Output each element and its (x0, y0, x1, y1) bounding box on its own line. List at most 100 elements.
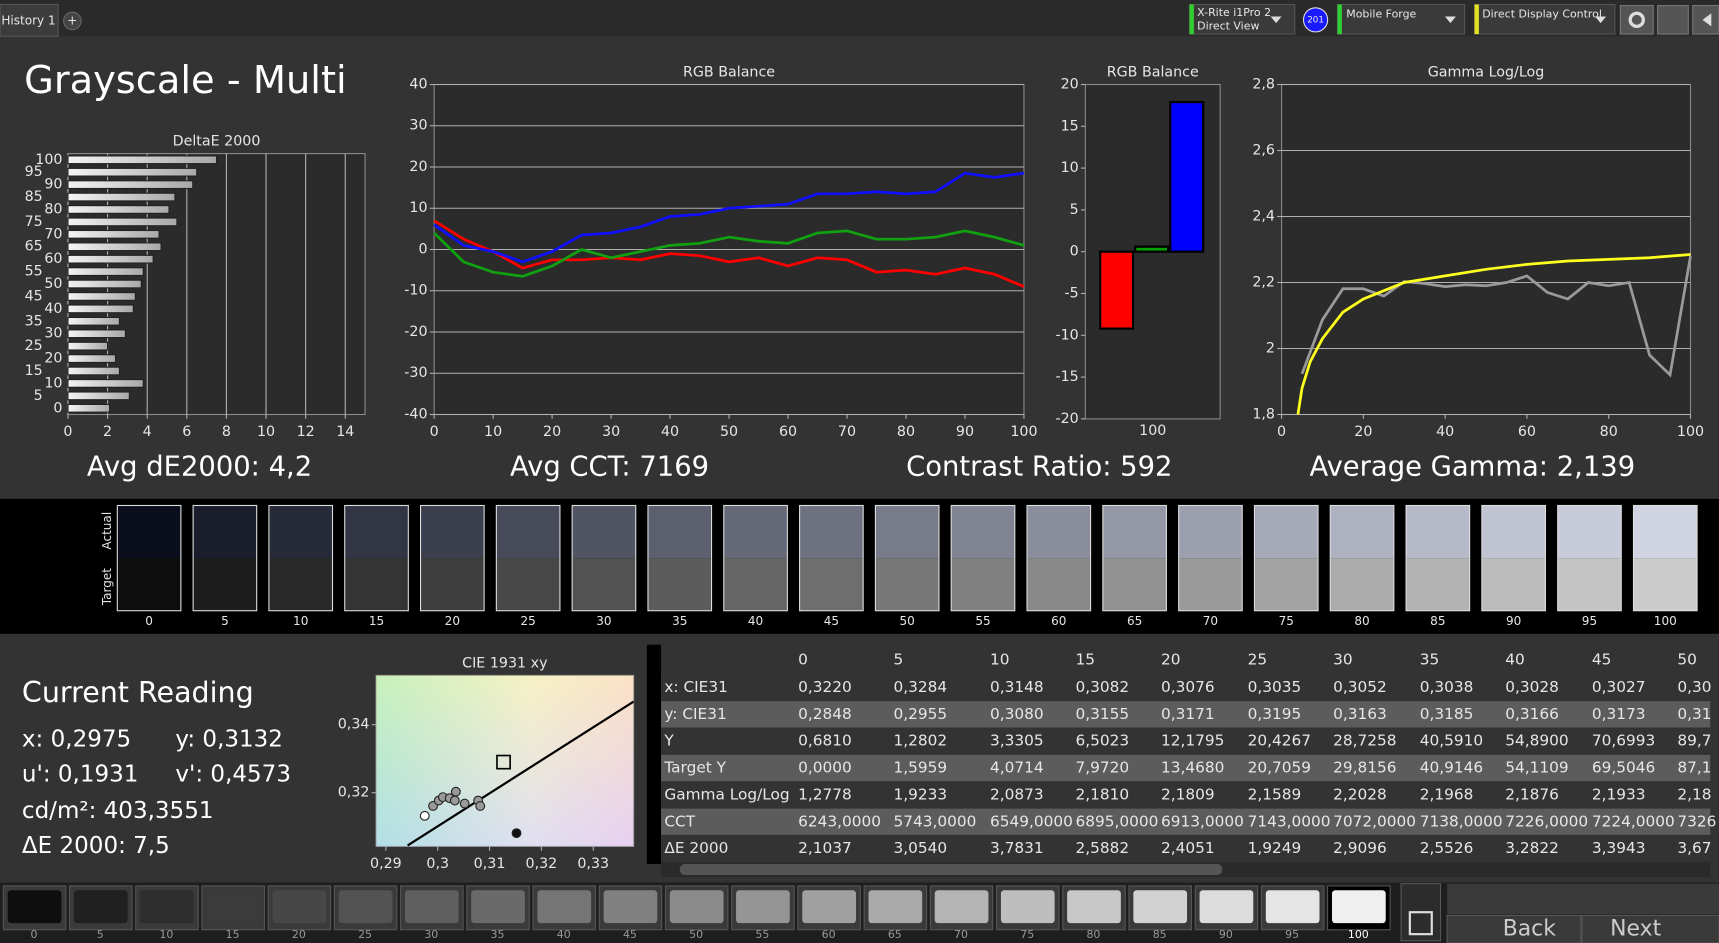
patch-label: 75 (1020, 928, 1034, 941)
scrollbar-thumb[interactable] (679, 863, 1223, 875)
patch-label: 65 (888, 928, 902, 941)
patch-label: 0 (31, 928, 38, 941)
table-cell: 29,8156 (1333, 759, 1396, 777)
reading-value: u': 0,1931 (22, 762, 139, 788)
y-tick-label: 10 (409, 200, 427, 216)
patch-label: 20 (292, 928, 306, 941)
swatch-border (1481, 504, 1547, 612)
y-tick-label: 20 (1061, 77, 1079, 93)
actual-swatch (1330, 505, 1394, 559)
table-cell: 2,1037 (798, 839, 852, 857)
bar (67, 354, 117, 363)
bar (67, 267, 144, 276)
table-cell: 0,3171 (1161, 705, 1215, 723)
plot-shading (376, 675, 634, 847)
table-cell: 3,3943 (1592, 839, 1646, 857)
swatch-label: 95 (1582, 614, 1597, 628)
actual-swatch (1102, 505, 1167, 559)
target-swatch (268, 558, 333, 611)
swatch-label: 35 (672, 614, 687, 628)
y-tick-label: 2,6 (1252, 143, 1275, 159)
swatch-label: 75 (1279, 614, 1294, 628)
tab-label: History 1 (1, 13, 55, 27)
row-label: Target Y (663, 759, 726, 777)
y-tick-label: 5 (34, 388, 43, 404)
add-tab-button[interactable] (63, 11, 82, 31)
swatch-label: 60 (1051, 614, 1066, 628)
swatch-border (1329, 504, 1395, 612)
table-cell: 6549,0000 (990, 812, 1073, 830)
swatch-border (647, 504, 713, 612)
back-button[interactable] (1446, 914, 1582, 943)
patch-color (736, 890, 790, 924)
table-cell: 3,67 (1677, 839, 1711, 857)
measured-point (511, 828, 522, 839)
swatch-label: 55 (975, 614, 990, 628)
y-tick-label: 75 (25, 214, 43, 230)
column-header: 40 (1505, 651, 1525, 669)
x-tick-label: 20 (543, 424, 561, 440)
patch-color (934, 890, 989, 924)
control-dropdown[interactable] (1473, 3, 1616, 35)
x-tick-label: 0,32 (526, 856, 558, 872)
table-cell: 87,1 (1677, 759, 1711, 777)
swatch-label: 25 (520, 614, 535, 628)
table-cell: 1,9233 (893, 785, 947, 803)
row-label: y: CIE31 (664, 705, 726, 723)
y-tick-label: 20 (44, 351, 62, 367)
table-cell: 0,3082 (1075, 678, 1129, 696)
column-header: 30 (1333, 651, 1353, 669)
swatch-label: 10 (293, 614, 308, 628)
reading-value: cd/m²: 403,3551 (22, 798, 214, 824)
add-tab-label: + (67, 13, 77, 27)
y-tick-label: 2 (1266, 340, 1275, 356)
x-tick-label: 40 (1436, 424, 1454, 440)
reading-title: Current Reading (22, 676, 254, 709)
x-tick-label: 60 (779, 424, 797, 440)
actual-swatch (875, 505, 939, 559)
bar (67, 329, 126, 339)
swatch-border (1557, 504, 1622, 612)
swatch-label: 45 (824, 614, 839, 628)
x-tick-label: 70 (838, 424, 856, 440)
y-tick-label: 100 (35, 152, 62, 168)
back-button-small[interactable] (1692, 5, 1719, 35)
swatch-label: 15 (369, 614, 384, 628)
swatch-border (571, 504, 637, 612)
next-button[interactable] (1581, 914, 1719, 943)
actual-swatch (1481, 505, 1546, 559)
tab[interactable] (0, 3, 59, 37)
icon (1408, 911, 1433, 936)
x-tick-label: 100 (1677, 424, 1704, 440)
chart-title: DeltaE 2000 (173, 134, 261, 150)
table-cell: 1,5959 (893, 759, 947, 777)
table-row (661, 674, 1711, 701)
y-tick-label: 2,4 (1252, 209, 1275, 225)
settings-button[interactable] (1619, 5, 1654, 35)
table-cell: 0,3185 (1420, 705, 1474, 723)
swatch-border (419, 504, 485, 612)
help-button[interactable] (1657, 5, 1689, 35)
data-line (433, 171, 1025, 264)
target-swatch (1254, 558, 1319, 611)
table-cell: 0,3027 (1592, 678, 1646, 696)
patch-label: 45 (623, 928, 637, 941)
swatch-label: 30 (596, 614, 611, 628)
actual-swatch (1178, 505, 1243, 559)
dropdown-arrow (1444, 16, 1456, 24)
table-cell: 3,2822 (1505, 839, 1559, 857)
swatch-border (116, 504, 182, 612)
table-cell: 40,9146 (1420, 759, 1483, 777)
target-swatch (723, 558, 788, 611)
measured-point (475, 801, 486, 811)
actual-swatch (1254, 505, 1319, 559)
summary: Avg dE2000: 4,2 (87, 452, 312, 483)
x-tick-label: 2 (103, 424, 112, 440)
x-tick-label: 0,33 (577, 856, 609, 872)
reading-value: ΔE 2000: 7,5 (22, 833, 170, 859)
column-header: 0 (798, 651, 808, 669)
summary: Avg CCT: 7169 (510, 452, 709, 483)
table-cell: 2,1933 (1592, 785, 1646, 803)
badge[interactable] (1302, 7, 1329, 33)
status (1189, 4, 1194, 35)
